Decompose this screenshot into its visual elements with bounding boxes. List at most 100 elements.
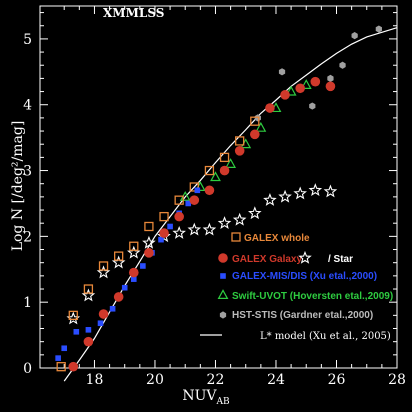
series-galex-galaxy	[68, 76, 336, 372]
legend-marker	[217, 289, 229, 299]
y-axis-title: Log N [/deg²/mag]	[10, 121, 26, 252]
data-point	[310, 76, 321, 87]
data-point	[278, 189, 292, 203]
data-point	[308, 183, 323, 197]
data-point	[142, 235, 156, 249]
legend-entry: GALEX whole	[231, 232, 310, 244]
chart-title: XMMLSS	[103, 6, 164, 20]
x-axis-title-sub: AB	[216, 397, 230, 407]
data-point	[111, 255, 126, 269]
data-point	[172, 225, 186, 239]
x-axis-title-main: NUV	[182, 388, 217, 404]
data-point	[144, 221, 154, 232]
data-point	[140, 263, 146, 269]
data-point	[265, 103, 275, 113]
legend-label: GALEX whole	[244, 233, 310, 244]
data-point	[159, 211, 169, 222]
data-point	[96, 265, 111, 279]
plot-border	[39, 5, 398, 369]
data-point	[300, 79, 312, 89]
data-point	[235, 136, 245, 146]
data-point	[83, 336, 94, 347]
legend-label: GALEX-MIS/DIS (Xu etal.,2000)	[232, 271, 377, 282]
data-point	[174, 195, 184, 205]
x-tick-label: 22	[207, 372, 225, 388]
legend-label: / Star	[328, 254, 353, 265]
data-point	[68, 361, 79, 372]
y-tick-label: 1	[23, 295, 32, 311]
legend-label: GALEX Galaxy	[232, 254, 302, 265]
data-point	[219, 152, 230, 163]
data-point	[56, 362, 66, 372]
data-point	[130, 276, 137, 282]
data-point	[121, 284, 128, 291]
legend-marker	[218, 253, 228, 263]
data-point	[189, 182, 199, 192]
data-point	[194, 187, 201, 194]
data-point	[97, 320, 104, 327]
data-point	[129, 241, 139, 251]
data-point	[327, 74, 334, 82]
data-point	[217, 216, 232, 229]
legend-label: HST-STIS (Gardner etal.,2000)	[232, 310, 373, 321]
data-point	[339, 61, 346, 69]
data-point	[293, 186, 307, 200]
legend-entry: L* model (Xu et al., 2005)	[200, 331, 391, 342]
x-tick-label: 20	[146, 372, 164, 388]
legend: GALEX whole GALEX Galaxy / Star GALEX-MIS/D…	[200, 232, 393, 342]
x-axis-title: NUVAB	[182, 388, 230, 407]
legend-marker	[231, 232, 241, 242]
legend-marker	[219, 311, 227, 319]
x-tick-label: 28	[388, 372, 406, 388]
data-point	[83, 284, 94, 294]
data-point	[81, 288, 96, 302]
legend-entry: GALEX Galaxy	[218, 253, 302, 265]
data-point	[263, 193, 277, 206]
data-point	[187, 222, 202, 236]
data-point	[68, 310, 78, 320]
data-point	[225, 158, 237, 168]
data-point	[278, 68, 286, 76]
data-point	[285, 85, 297, 96]
series-galex-whole	[56, 116, 260, 372]
legend-entry: GALEX-MIS/DIS (Xu etal.,2000)	[220, 271, 377, 282]
data-point	[250, 129, 260, 140]
data-point	[61, 345, 68, 352]
data-point	[234, 146, 245, 156]
y-tick-label: 4	[23, 98, 32, 114]
legend-star-marker	[298, 250, 312, 264]
data-point	[167, 223, 173, 230]
legend-entry: Swift-UVOT (Hoversten etal.,2009)	[217, 289, 393, 302]
data-point	[185, 200, 192, 207]
data-point	[114, 251, 124, 261]
data-point	[128, 267, 139, 278]
y-tick-label: 2	[23, 229, 32, 245]
data-point	[159, 228, 169, 238]
legend-label: L* model (Xu et al., 2005)	[260, 331, 391, 342]
data-point	[98, 261, 109, 271]
data-point	[109, 305, 116, 312]
data-point	[280, 90, 290, 100]
data-point	[232, 212, 247, 226]
data-point	[325, 81, 336, 92]
data-point	[127, 245, 141, 259]
legend-label: Swift-UVOT (Hoversten etal.,2009)	[232, 291, 393, 302]
data-point	[255, 121, 267, 132]
x-tick-label: 18	[86, 372, 104, 388]
data-point	[323, 184, 338, 198]
x-tick-label: 24	[267, 372, 285, 388]
data-point	[98, 309, 109, 319]
data-point	[375, 25, 382, 33]
data-point	[309, 102, 316, 110]
data-point	[174, 211, 184, 222]
data-point	[351, 32, 358, 40]
legend-marker	[220, 273, 226, 279]
y-tick-label: 0	[23, 361, 32, 377]
series-swift-uvot-hoversten-etal-2009	[179, 79, 312, 201]
y-tick-label: 5	[23, 32, 32, 48]
data-point	[219, 165, 230, 176]
plot-frame	[39, 5, 398, 369]
data-point	[204, 185, 215, 196]
data-point	[248, 206, 262, 220]
